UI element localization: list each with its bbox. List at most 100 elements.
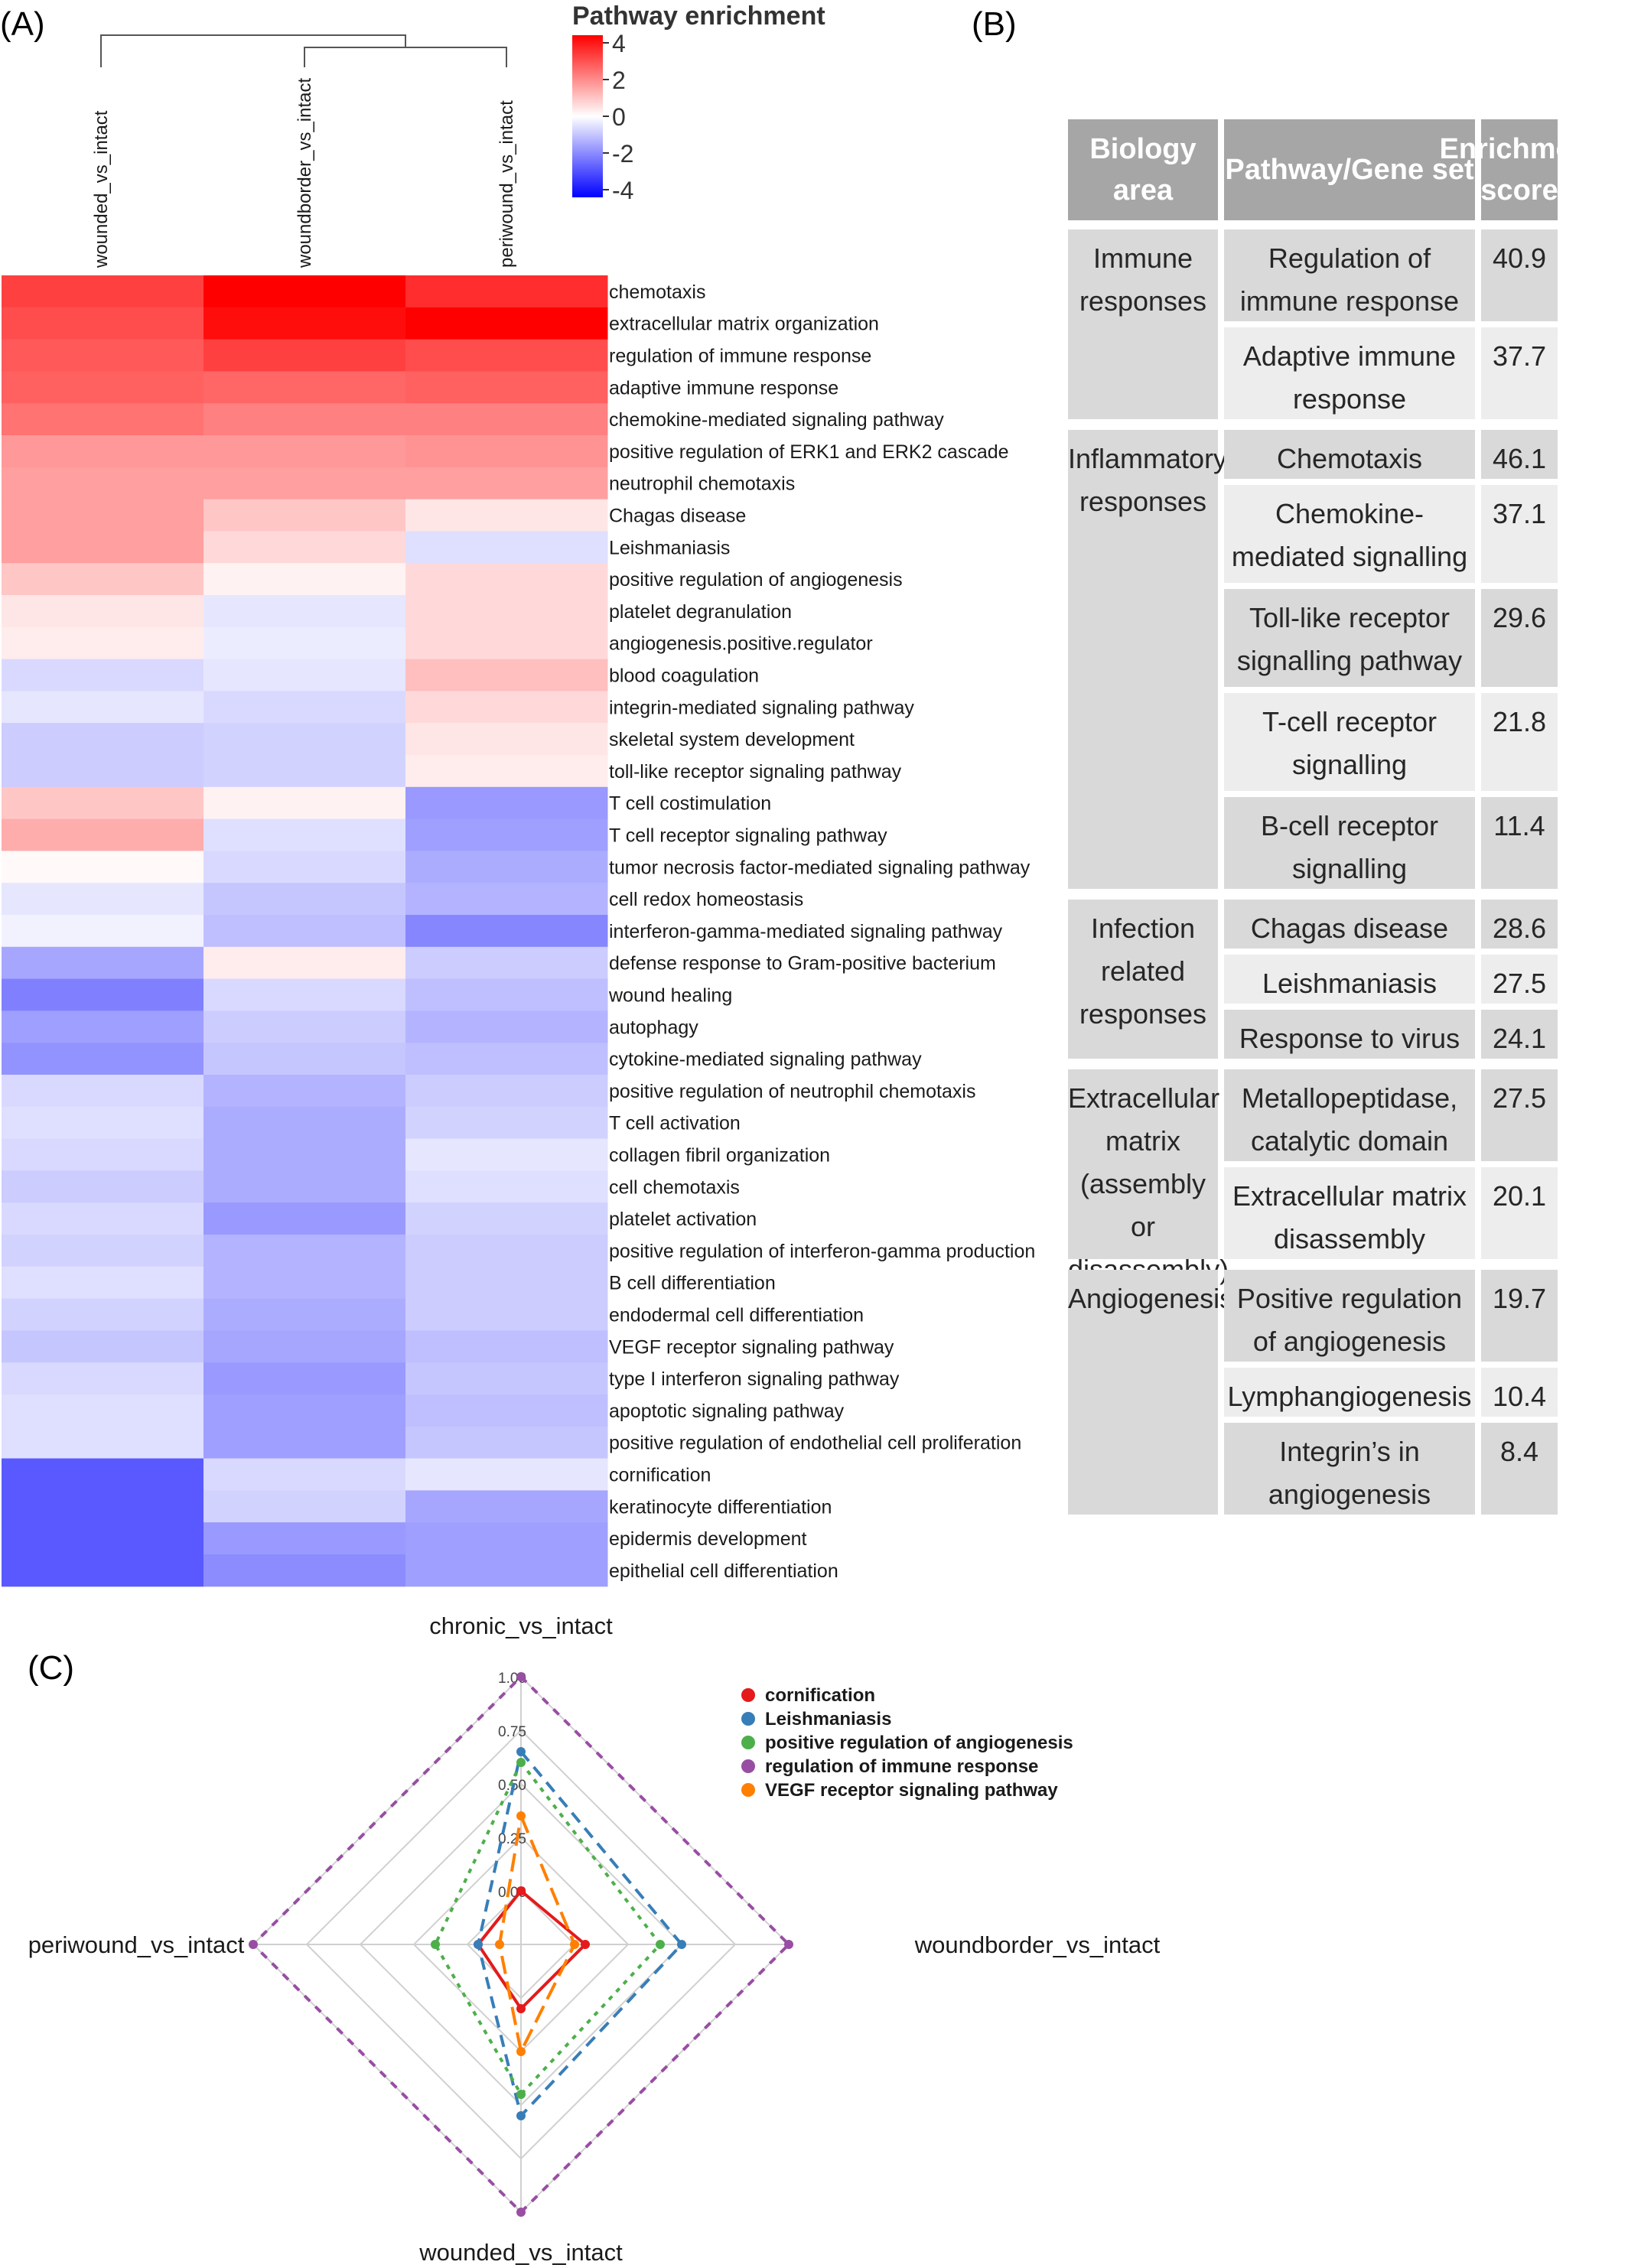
heatmap-cell (2, 1298, 204, 1331)
heatmap-row-label: chemokine-mediated signaling pathway (609, 409, 944, 431)
radar-series-point (516, 2208, 526, 2217)
heatmap-cell (204, 1426, 406, 1459)
heatmap-row-label: chemotaxis (609, 281, 705, 303)
table-header: Biology area (1068, 119, 1218, 220)
heatmap-cell (405, 723, 608, 756)
heatmap-cell (2, 499, 204, 532)
heatmap-row-label: type I interferon signaling pathway (609, 1368, 900, 1390)
table-pathway-cell: Leishmaniasis (1224, 955, 1475, 1004)
heatmap-row-label: wound healing (608, 985, 732, 1007)
heatmap-cell (204, 1362, 406, 1395)
heatmap-cell (405, 1043, 608, 1075)
radar-legend-label: cornification (765, 1685, 875, 1706)
heatmap-cell (204, 818, 406, 851)
table-header: Pathway/Gene set (1224, 119, 1475, 220)
table-score-cell: 37.7 (1481, 327, 1558, 419)
heatmap-row-label: skeletal system development (609, 729, 855, 750)
heatmap-cell (405, 755, 608, 788)
heatmap-cell (2, 275, 204, 308)
heatmap-cell (2, 371, 204, 404)
radar-series-point (474, 1940, 483, 1949)
radar-legend-label: VEGF receptor signaling pathway (765, 1780, 1058, 1801)
heatmap-row-label: angiogenesis.positive.regulator (609, 633, 873, 655)
heatmap-cell (204, 595, 406, 628)
heatmap-cell (204, 851, 406, 883)
radar-series-point (431, 1940, 440, 1949)
heatmap-cell (2, 1010, 204, 1043)
heatmap-cell (405, 307, 608, 340)
radar-series-point (784, 1940, 793, 1949)
heatmap-row-label: keratinocyte differentiation (609, 1496, 832, 1518)
heatmap-cell (2, 883, 204, 916)
heatmap-row-label: extracellular matrix organization (609, 314, 879, 335)
heatmap-row-label: platelet degranulation (609, 601, 792, 623)
legend-tick-label: 4 (612, 30, 626, 57)
heatmap-row-label: autophagy (609, 1017, 698, 1038)
heatmap-cell (405, 595, 608, 628)
heatmap-cell (405, 435, 608, 468)
heatmap-row-label: blood coagulation (609, 665, 759, 687)
table-area-cell: Extracellular matrix (assembly or disass… (1068, 1069, 1229, 1285)
legend-tick-label: 0 (612, 103, 626, 131)
heatmap-row-label: interferon-gamma-mediated signaling path… (609, 921, 1003, 942)
radar-legend: cornification Leishmaniasis positive regul… (741, 1685, 1073, 1801)
heatmap-cell (405, 1010, 608, 1043)
heatmap-column-label: woundborder_vs_intact (295, 78, 315, 268)
table-pathway-cell: Chagas disease (1224, 900, 1475, 949)
heatmap-cell (405, 1266, 608, 1300)
heatmap-cell (405, 339, 608, 372)
radar-series-point (516, 2047, 526, 2056)
table-score-cell: 24.1 (1481, 1010, 1558, 1059)
legend-title: Pathway enrichment (572, 2, 825, 31)
heatmap-cell (2, 435, 204, 468)
radar-series-point (516, 1672, 526, 1681)
table-score-cell: 19.7 (1481, 1270, 1558, 1362)
table-pathway-cell: Chemokine-mediated signalling pathway (1224, 485, 1475, 615)
heatmap-cell (405, 1075, 608, 1108)
table-area-cell: Angiogenesis (1068, 1270, 1233, 1515)
heatmap-cell (405, 1106, 608, 1140)
heatmap-row-label: epithelial cell differentiation (609, 1560, 838, 1582)
heatmap-cell (2, 467, 204, 500)
table-score-cell: 21.8 (1481, 693, 1558, 791)
table-pathway-cell: Chemotaxis (1224, 430, 1475, 479)
radar-legend-swatch (741, 1712, 755, 1726)
heatmap-cell (2, 723, 204, 756)
heatmap-cell (2, 403, 204, 436)
table-area-cell: Infection related responses (1068, 900, 1218, 1059)
table-score-cell: 40.9 (1481, 229, 1558, 321)
heatmap-cell (2, 1426, 204, 1459)
heatmap-cell (405, 1298, 608, 1331)
heatmap-cell (204, 371, 406, 404)
heatmap-cell (405, 531, 608, 564)
heatmap-cell (204, 1394, 406, 1427)
radar-axis-label: woundborder_vs_intact (914, 1931, 1161, 1958)
table-score-cell: 28.6 (1481, 900, 1558, 949)
dendrogram (100, 34, 507, 67)
heatmap-cell (2, 531, 204, 564)
heatmap-cell (405, 1362, 608, 1395)
radar-series-point (495, 1940, 504, 1949)
radar-series-point (677, 1940, 686, 1949)
heatmap-row-label: Chagas disease (609, 506, 746, 527)
table-pathway-cell: B-cell receptor signalling (1224, 797, 1475, 889)
heatmap-cell (2, 1522, 204, 1555)
heatmap-row-label: cytokine-mediated signaling pathway (609, 1049, 922, 1070)
heatmap-cell (204, 1522, 406, 1555)
heatmap-row-label: apoptotic signaling pathway (609, 1401, 845, 1422)
heatmap-cell (405, 1235, 608, 1267)
radar-series-point (581, 1940, 590, 1949)
heatmap-cell (204, 1235, 406, 1267)
radar-series-point (516, 1758, 526, 1767)
radar-series-point (516, 2090, 526, 2099)
heatmap-row-label: T cell receptor signaling pathway (609, 825, 887, 847)
heatmap-row-label: neutrophil chemotaxis (609, 473, 795, 495)
heatmap-cell (204, 1106, 406, 1140)
heatmap-cell (2, 1490, 204, 1523)
table-header: Enrichment score (1439, 119, 1600, 220)
heatmap-cell (405, 1170, 608, 1203)
heatmap-cell (405, 1394, 608, 1427)
panel-label-b: (B) (972, 5, 1017, 43)
heatmap-column-labels: wounded_vs_intact woundborder_vs_intact pe… (91, 78, 517, 268)
heatmap-cell (204, 275, 406, 308)
